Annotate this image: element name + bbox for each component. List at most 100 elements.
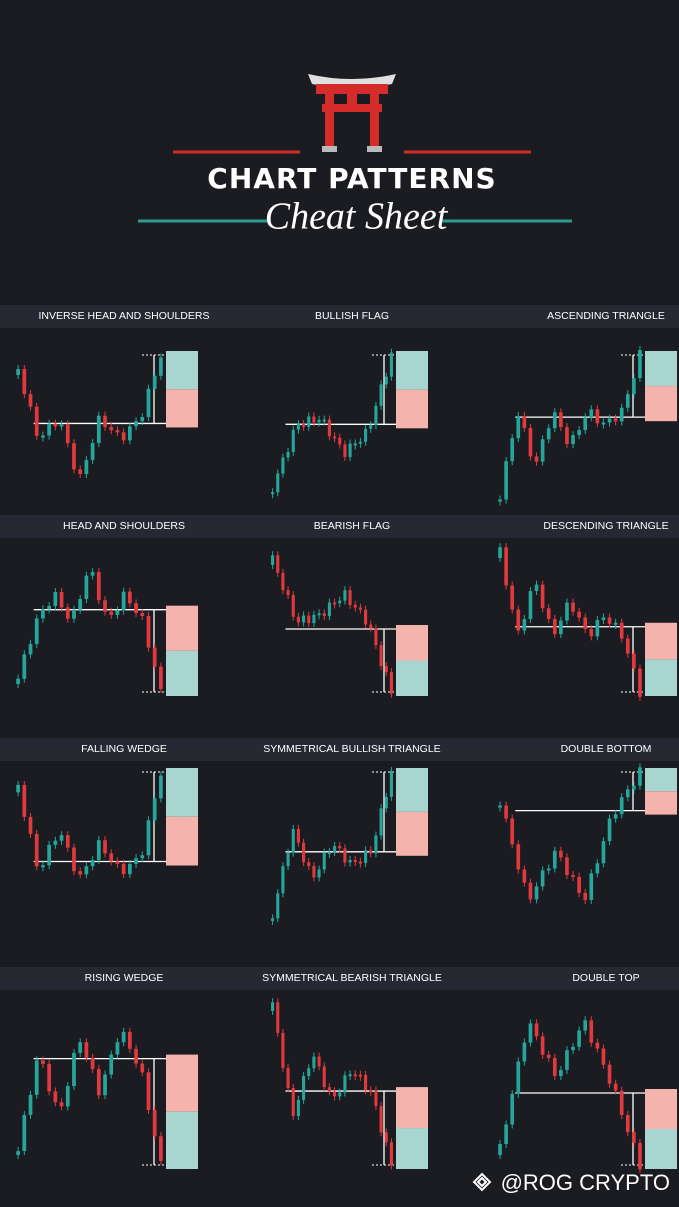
candle-body — [565, 427, 569, 445]
candle-body — [302, 615, 306, 623]
candle-body — [583, 892, 588, 900]
candle-body — [59, 835, 64, 841]
candle-body — [638, 767, 642, 786]
candle-body — [389, 352, 393, 377]
candle-body — [625, 789, 630, 798]
candle-body — [364, 850, 368, 864]
candle-body — [333, 602, 337, 605]
candle-body — [47, 1063, 52, 1092]
candle-body — [565, 857, 569, 875]
candle-body — [134, 858, 138, 864]
candle-body — [121, 432, 126, 441]
target-box — [396, 389, 428, 429]
pattern-label: ASCENDING TRIANGLE — [547, 310, 665, 322]
candle-body — [516, 1061, 521, 1094]
candle-body — [504, 1124, 508, 1144]
candle-body — [152, 798, 157, 821]
candle-body — [302, 424, 306, 427]
candle-body — [121, 863, 126, 875]
candle-body — [498, 499, 502, 502]
target-box — [166, 1111, 198, 1169]
candle-body — [140, 1063, 145, 1073]
candle-body — [159, 666, 163, 689]
section-bar — [0, 305, 679, 328]
candle-body — [96, 415, 101, 444]
candle-body — [559, 620, 563, 635]
section-bar — [0, 738, 679, 761]
candle-body — [358, 1074, 362, 1077]
candle-body — [333, 436, 337, 439]
target-box — [645, 659, 677, 696]
candle-body — [540, 584, 545, 609]
target-box — [166, 816, 198, 866]
candle-body — [534, 1023, 539, 1037]
candle-body — [109, 427, 114, 431]
candle-body — [307, 862, 311, 867]
candle-body — [358, 607, 362, 610]
pattern-label: DOUBLE TOP — [572, 972, 639, 984]
candle-body — [552, 850, 557, 869]
target-box — [396, 1087, 428, 1129]
candle-body — [109, 1054, 114, 1075]
candle-body — [78, 1042, 83, 1053]
pattern-label: BEARISH FLAG — [314, 520, 390, 532]
candle-body — [84, 575, 89, 600]
candle-body — [607, 1064, 612, 1084]
candle-body — [322, 852, 326, 870]
pattern-label: BULLISH FLAG — [315, 310, 389, 322]
candle-body — [72, 609, 76, 619]
candle-body — [625, 1115, 630, 1133]
candle-body — [109, 853, 114, 862]
candle-body — [291, 595, 295, 617]
candle-body — [638, 1142, 642, 1170]
candle-body — [348, 860, 352, 863]
candle-body — [16, 1151, 20, 1155]
candle-body — [546, 1054, 551, 1058]
candle-body — [522, 869, 527, 883]
candle-body — [498, 805, 502, 808]
candle-body — [41, 609, 45, 619]
candle-body — [78, 871, 83, 875]
candle-body — [281, 1032, 285, 1068]
candle-body — [115, 610, 120, 615]
target-box — [645, 622, 677, 660]
candle-body — [302, 842, 306, 863]
candle-body — [364, 428, 368, 442]
candle-body — [510, 818, 515, 845]
candle-body — [281, 572, 285, 591]
target-box — [645, 351, 677, 387]
pattern-grid: INVERSE HEAD AND SHOULDERS BULLISH FLAG AS… — [0, 305, 679, 1174]
candle-body — [72, 1052, 76, 1087]
candle-body — [127, 863, 132, 875]
title: CHART PATTERNS — [207, 162, 496, 195]
candle-body — [146, 820, 151, 856]
candle-body — [601, 422, 606, 425]
candle-body — [595, 1042, 600, 1049]
candle-body — [379, 384, 383, 406]
target-box — [645, 386, 677, 422]
candle-body — [540, 1036, 545, 1055]
candle-body — [559, 850, 563, 858]
candle-body — [312, 614, 316, 624]
candle-body — [522, 1042, 527, 1062]
candle-body — [595, 620, 600, 637]
candle-body — [338, 600, 342, 604]
candle-body — [291, 1088, 295, 1116]
candle-body — [625, 394, 630, 408]
candle-body — [317, 613, 321, 616]
candle-body — [384, 376, 388, 385]
candle-body — [595, 863, 600, 874]
candle-body — [276, 473, 280, 493]
candle-body — [348, 443, 352, 457]
candle-body — [47, 423, 52, 436]
candle-body — [296, 424, 300, 430]
section-bar — [0, 515, 679, 538]
candle-body — [364, 609, 368, 625]
candle-body — [41, 1060, 45, 1064]
candle-body — [96, 1069, 101, 1096]
pattern-label: HEAD AND SHOULDERS — [63, 520, 185, 532]
candle-body — [504, 461, 508, 500]
candle-body — [504, 805, 508, 819]
candle-body — [271, 918, 275, 921]
